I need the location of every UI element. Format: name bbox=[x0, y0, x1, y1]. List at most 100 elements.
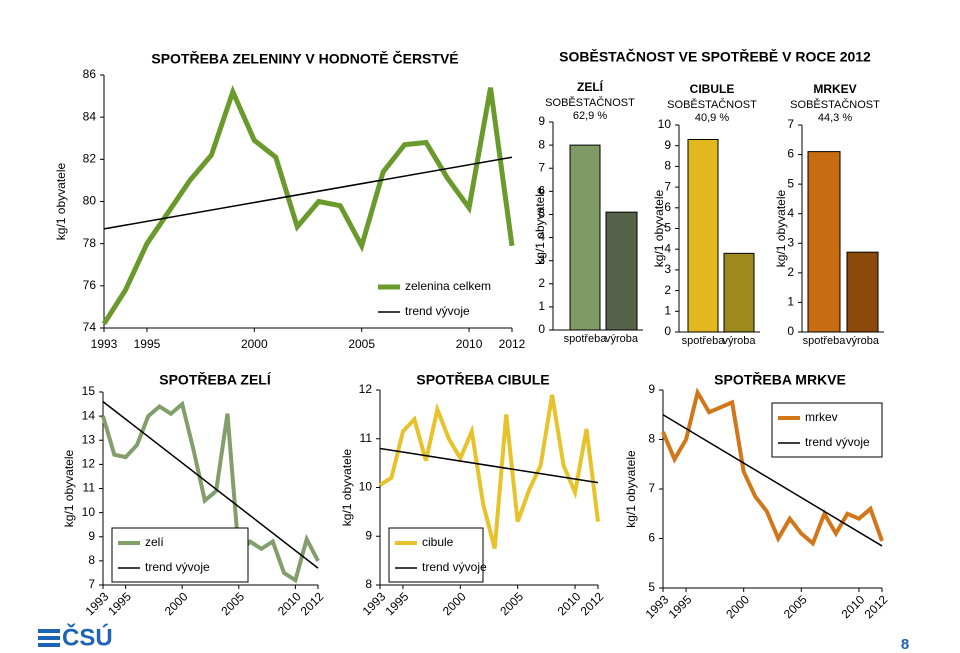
y-tick-label: 82 bbox=[83, 152, 97, 166]
x-tick-label: 2010 bbox=[275, 589, 304, 618]
x-tick-label: výroba bbox=[605, 333, 639, 345]
logo-stripe bbox=[38, 643, 60, 647]
x-tick-label: 2012 bbox=[862, 592, 891, 621]
y-tick-label: 7 bbox=[648, 481, 655, 495]
x-tick-label: 2005 bbox=[218, 589, 247, 618]
trend-line bbox=[662, 414, 883, 547]
chart-title: SPOTŘEBA ZELENINY V HODNOTĚ ČERSTVÉ bbox=[151, 50, 458, 67]
y-tick-label: 4 bbox=[538, 230, 545, 244]
y-tick-label: 5 bbox=[787, 176, 794, 190]
x-tick-label: 2010 bbox=[456, 337, 483, 351]
y-tick-label: 2 bbox=[787, 265, 794, 279]
y-tick-label: 80 bbox=[83, 194, 97, 208]
y-tick-label: 0 bbox=[787, 324, 794, 338]
y-tick-label: 11 bbox=[360, 431, 373, 445]
data-line bbox=[661, 387, 884, 547]
y-tick-label: 10 bbox=[82, 505, 96, 519]
x-tick-label: 2012 bbox=[298, 589, 327, 618]
y-tick-label: 0 bbox=[538, 322, 545, 336]
legend-label: trend vývoje bbox=[145, 560, 210, 574]
y-tick-label: 10 bbox=[359, 480, 373, 494]
y-tick-label: 15 bbox=[82, 384, 96, 398]
x-tick-label: 2000 bbox=[723, 592, 752, 621]
y-tick-label: 76 bbox=[83, 278, 97, 292]
y-tick-label: 3 bbox=[664, 262, 671, 276]
group-title: SOBĚSTAČNOST VE SPOTŘEBĚ V ROCE 2012 bbox=[559, 48, 871, 65]
legend-label: trend vývoje bbox=[405, 304, 470, 318]
y-tick-label: 11 bbox=[83, 481, 96, 495]
logo-stripe bbox=[38, 636, 60, 640]
y-tick-label: 7 bbox=[88, 577, 95, 591]
y-axis-label: kg/1 obyvatele bbox=[533, 187, 547, 265]
y-tick-label: 5 bbox=[664, 221, 671, 235]
legend-label: mrkev bbox=[805, 410, 838, 424]
x-tick-label: 2012 bbox=[499, 337, 526, 351]
y-axis-label: kg/1 obyvatele bbox=[62, 449, 76, 527]
y-tick-label: 6 bbox=[648, 531, 655, 545]
x-tick-label: spotřeba bbox=[682, 335, 726, 347]
chart-title: ZELÍ bbox=[577, 79, 604, 94]
x-tick-label: výroba bbox=[722, 335, 756, 347]
bar bbox=[807, 151, 841, 333]
x-tick-label: 1993 bbox=[91, 337, 118, 351]
y-axis-label: kg/1 obyvatele bbox=[624, 450, 638, 528]
x-tick-label: 2005 bbox=[348, 337, 375, 351]
chart-title: MRKEV bbox=[813, 82, 856, 96]
y-tick-label: 86 bbox=[83, 67, 97, 81]
x-tick-label: 2005 bbox=[781, 592, 810, 621]
y-tick-label: 9 bbox=[538, 114, 545, 128]
x-tick-label: 1993 bbox=[360, 589, 389, 618]
y-tick-label: 8 bbox=[88, 553, 95, 567]
y-tick-label: 74 bbox=[83, 320, 97, 334]
chart-subtitle: SOBĚSTAČNOST bbox=[545, 96, 635, 109]
y-tick-label: 0 bbox=[664, 324, 671, 338]
legend-box bbox=[111, 527, 249, 583]
bar bbox=[605, 211, 638, 331]
x-tick-label: 1995 bbox=[666, 592, 695, 621]
self-sufficiency: 44,3 % bbox=[818, 112, 852, 124]
y-tick-label: 8 bbox=[664, 159, 671, 173]
y-tick-label: 12 bbox=[359, 382, 373, 396]
x-tick-label: 1993 bbox=[83, 589, 112, 618]
x-tick-label: 2005 bbox=[497, 589, 526, 618]
data-line bbox=[101, 400, 320, 584]
legend-label: trend vývoje bbox=[422, 560, 487, 574]
y-tick-label: 8 bbox=[648, 432, 655, 446]
self-sufficiency: 40,9 % bbox=[695, 112, 729, 124]
trend-line bbox=[103, 156, 513, 230]
y-tick-label: 78 bbox=[83, 236, 97, 250]
y-tick-label: 7 bbox=[538, 160, 545, 174]
legend-label: trend vývoje bbox=[805, 435, 870, 449]
y-tick-label: 3 bbox=[787, 235, 794, 249]
trend-line bbox=[102, 401, 319, 569]
x-tick-label: spotřeba bbox=[564, 333, 608, 345]
y-tick-label: 8 bbox=[365, 577, 372, 591]
x-tick-label: 2000 bbox=[162, 589, 191, 618]
y-tick-label: 1 bbox=[664, 303, 671, 317]
y-tick-label: 7 bbox=[787, 117, 794, 131]
chart-title: SPOTŘEBA ZELÍ bbox=[159, 371, 272, 388]
bar bbox=[846, 251, 879, 333]
bar bbox=[723, 252, 755, 333]
logo-stripe bbox=[38, 629, 60, 633]
x-tick-label: 2010 bbox=[839, 592, 868, 621]
y-axis-label: kg/1 obyvatele bbox=[774, 189, 788, 267]
y-tick-label: 10 bbox=[658, 117, 672, 131]
y-tick-label: 5 bbox=[538, 207, 545, 221]
y-tick-label: 9 bbox=[664, 138, 671, 152]
x-tick-label: 1993 bbox=[643, 592, 672, 621]
y-tick-label: 14 bbox=[82, 408, 96, 422]
self-sufficiency: 62,9 % bbox=[573, 110, 607, 122]
bar bbox=[687, 138, 719, 333]
x-tick-label: 1995 bbox=[383, 589, 412, 618]
y-tick-label: 1 bbox=[787, 295, 794, 309]
x-tick-label: 2010 bbox=[555, 589, 584, 618]
chart-title: SPOTŘEBA MRKVE bbox=[714, 371, 846, 388]
y-tick-label: 6 bbox=[538, 184, 545, 198]
y-tick-label: 84 bbox=[83, 109, 97, 123]
x-tick-label: 1995 bbox=[105, 589, 134, 618]
y-axis-label: kg/1 obyvatele bbox=[340, 448, 354, 526]
legend-box bbox=[388, 527, 484, 583]
y-tick-label: 13 bbox=[82, 432, 96, 446]
